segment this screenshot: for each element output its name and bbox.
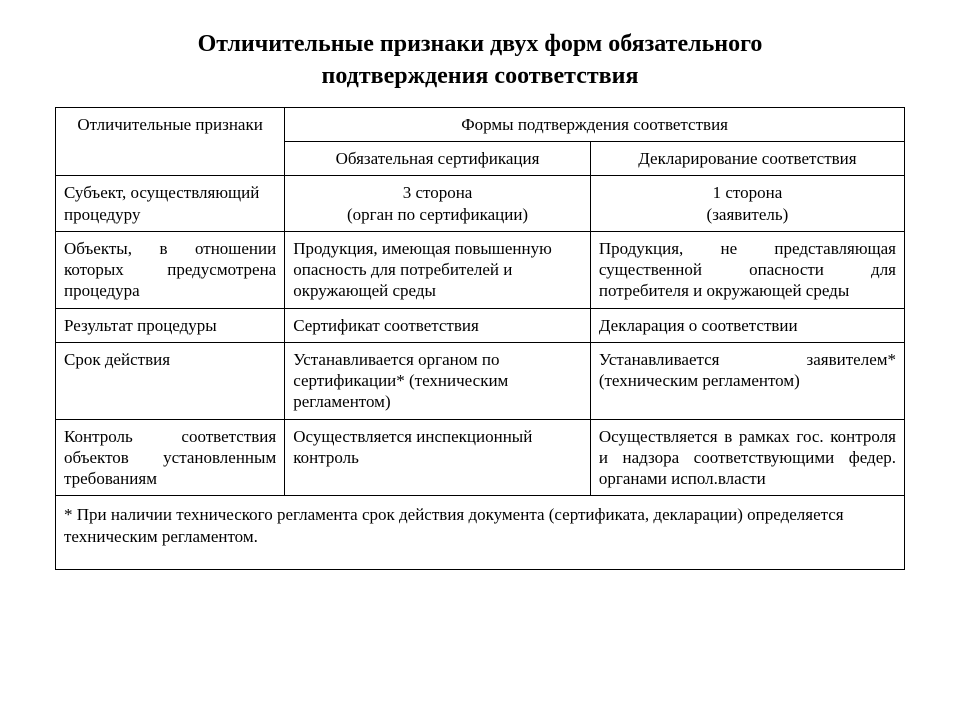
cell-control-label: Контроль соответствия объектов установле… [56,419,285,496]
header-col-declaration: Декларирование соответствия [590,142,904,176]
cell-result-decl: Декларация о соответствии [590,308,904,342]
table-row: Объекты, в отношении которых предусмотре… [56,231,905,308]
title-line-1: Отличительные признаки двух форм обязате… [198,31,763,57]
comparison-table: Отличительные признаки Формы подтвержден… [55,107,905,570]
cell-text: 1 сторона [713,183,783,202]
cell-objects-decl: Продукция, не представляющая существенно… [590,231,904,308]
cell-objects-cert: Продукция, имеющая повышенную опасность … [285,231,591,308]
cell-objects-label: Объекты, в отношении которых предусмотре… [56,231,285,308]
cell-text: (заявитель) [707,205,789,224]
footnote-row: * При наличии технического регламента ср… [56,496,905,570]
table-row: Срок действия Устанавливается органом по… [56,342,905,419]
header-col-forms: Формы подтверждения соответствия [285,107,905,141]
cell-validity-label: Срок действия [56,342,285,419]
title-line-2: подтверждения соответствия [322,63,639,89]
cell-text: (орган по сертификации) [347,205,528,224]
header-row-1: Отличительные признаки Формы подтвержден… [56,107,905,141]
cell-subject-label: Субъект, осуществляющий процедуру [56,176,285,232]
cell-control-cert: Осуществляется инспекционный контроль [285,419,591,496]
cell-control-decl: Осуществляется в рамках гос. контроля и … [590,419,904,496]
header-col-certification: Обязательная сертификация [285,142,591,176]
cell-subject-decl: 1 сторона (заявитель) [590,176,904,232]
table-row: Результат процедуры Сертификат соответст… [56,308,905,342]
cell-result-cert: Сертификат соответствия [285,308,591,342]
cell-result-label: Результат процедуры [56,308,285,342]
footnote-text: * При наличии технического регламента ср… [56,496,905,570]
table-row: Субъект, осуществляющий процедуру 3 стор… [56,176,905,232]
header-col-features: Отличительные признаки [56,107,285,176]
page-title: Отличительные признаки двух форм обязате… [55,28,905,93]
table-row: Контроль соответствия объектов установле… [56,419,905,496]
cell-validity-decl: Устанавливается заявителем* (техническим… [590,342,904,419]
cell-subject-cert: 3 сторона (орган по сертификации) [285,176,591,232]
cell-text: 3 сторона [403,183,473,202]
cell-validity-cert: Устанавливается органом по сертификации*… [285,342,591,419]
